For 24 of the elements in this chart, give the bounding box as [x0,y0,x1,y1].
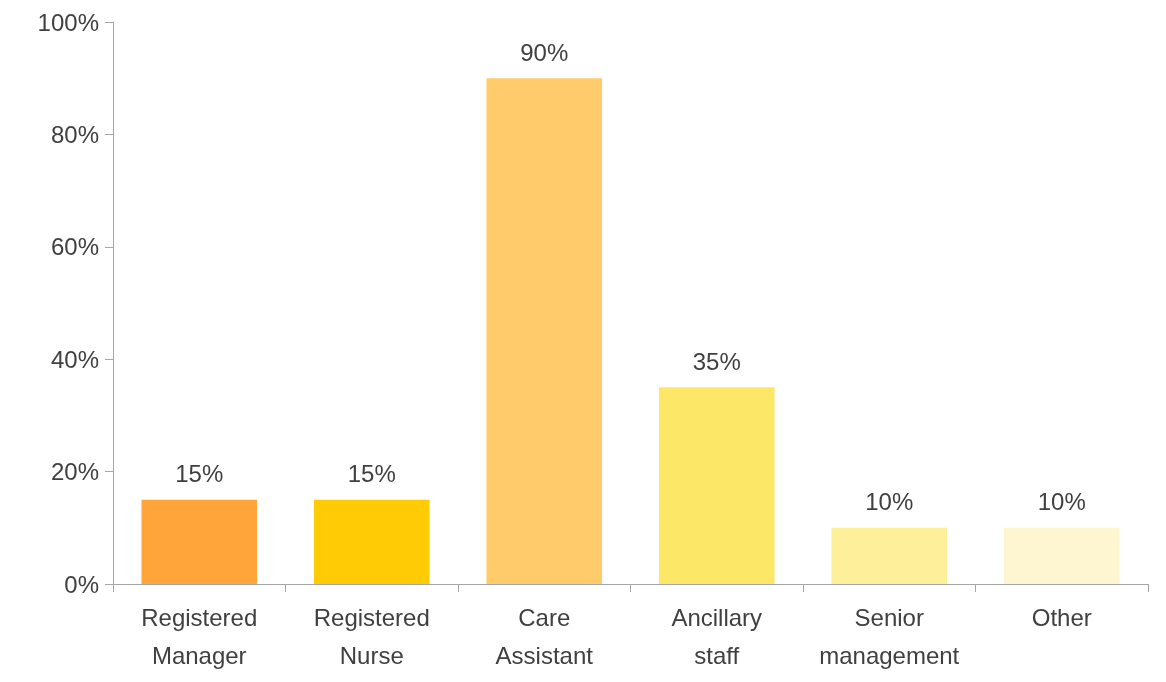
y-tick-label: 60% [50,233,99,261]
y-tick-label: 20% [50,458,99,486]
y-tick-label: 0% [64,570,99,598]
bar [658,387,775,584]
x-tick-label: Other [1031,603,1092,631]
data-label: 90% [520,38,569,66]
data-label: 15% [175,460,224,488]
x-tick-label: Registered Manager [141,603,258,669]
y-tick-label: 100% [37,8,99,36]
x-tick-label: Senior management [819,603,960,669]
y-tick-label: 40% [50,345,99,373]
data-label: 10% [865,488,914,516]
bar [1003,527,1120,584]
data-label: 35% [692,347,741,375]
x-tick-label: Care Assistant [495,603,594,669]
x-tick-label: Ancillary staff [671,603,763,669]
data-label: 10% [1037,488,1086,516]
bar [831,527,948,584]
bar [141,499,258,584]
y-tick-label: 80% [50,120,99,148]
bar [486,78,603,584]
x-tick-label: Registered Nurse [313,603,430,669]
bar [313,499,430,584]
data-label: 15% [347,460,396,488]
